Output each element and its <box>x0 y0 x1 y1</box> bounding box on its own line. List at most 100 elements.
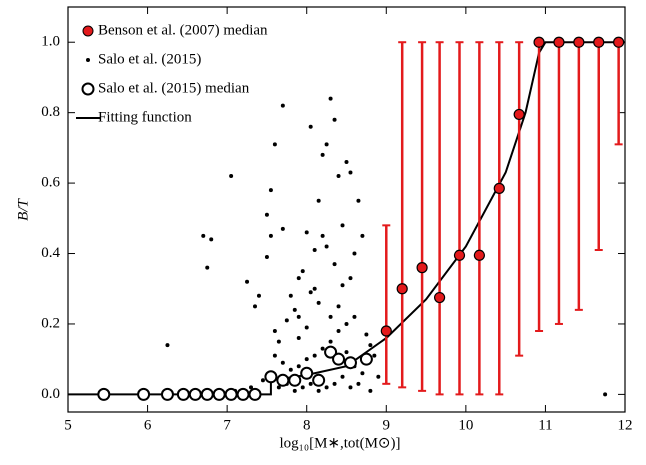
y-tick-label: 0.6 <box>41 175 60 191</box>
scatter-point <box>249 385 254 390</box>
scatter-point <box>603 392 608 397</box>
median-point <box>276 373 290 387</box>
scatter-point <box>276 339 281 344</box>
scatter-point <box>268 188 273 193</box>
x-tick-label: 10 <box>458 417 473 433</box>
median-point <box>236 387 250 401</box>
scatter-point <box>320 152 325 157</box>
scatter-point <box>256 293 261 298</box>
median-point <box>160 387 174 401</box>
scatter-point <box>340 223 345 228</box>
median-point <box>200 387 214 401</box>
median-point <box>332 352 346 366</box>
scatter-point <box>312 248 317 252</box>
median-point <box>343 356 357 370</box>
scatter-point <box>356 198 361 203</box>
scatter-point <box>364 332 369 337</box>
scatter-point <box>332 117 337 122</box>
y-tick-label: 0.4 <box>41 245 60 261</box>
median-point <box>224 387 238 401</box>
scatter-point <box>344 321 349 326</box>
scatter-point <box>272 142 277 147</box>
scatter-point <box>284 318 289 323</box>
scatter-point <box>245 279 250 284</box>
median-point <box>553 36 565 48</box>
scatter-point <box>276 385 281 390</box>
scatter-point <box>360 233 365 238</box>
median-point <box>264 370 278 384</box>
scatter-point <box>328 96 333 101</box>
median-point <box>380 325 392 337</box>
median-point <box>137 387 151 401</box>
x-tick-label: 6 <box>144 417 152 433</box>
scatter-point <box>209 237 214 242</box>
x-tick-label: 9 <box>383 417 391 433</box>
scatter-point <box>280 226 285 231</box>
y-tick-label: 0.8 <box>41 104 60 120</box>
scatter-point <box>308 290 313 295</box>
median-point <box>300 366 314 380</box>
x-axis-label: log₁₀[M∗,tot(M⊙)] <box>279 435 400 451</box>
scatter-point <box>336 174 341 179</box>
scatter-point <box>332 262 337 267</box>
scatter-point <box>272 329 277 333</box>
legend-marker <box>81 82 95 96</box>
scatter-point <box>260 378 265 383</box>
scatter-point <box>304 230 309 235</box>
scatter-point <box>304 357 309 362</box>
scatter-point <box>344 350 349 355</box>
scatter-point <box>316 388 321 393</box>
scatter-point <box>324 244 329 249</box>
median-point <box>533 36 545 48</box>
y-tick-label: 1.0 <box>41 34 60 50</box>
median-point <box>324 345 338 359</box>
legend-marker <box>82 25 94 37</box>
scatter-point <box>288 293 293 298</box>
median-point <box>248 387 262 401</box>
median-point <box>613 36 625 48</box>
scatter-point <box>312 286 317 291</box>
median-point <box>176 387 190 401</box>
scatter-point <box>344 159 349 164</box>
scatter-point <box>328 339 333 344</box>
legend-label: Salo et al. (2015) <box>98 51 201 67</box>
x-tick-label: 5 <box>64 417 72 433</box>
scatter-point <box>280 360 285 365</box>
scatter-point <box>368 388 373 393</box>
scatter-point <box>348 276 353 281</box>
scatter-point <box>288 367 293 372</box>
scatter-point <box>264 212 269 217</box>
legend-label: Benson et al. (2007) median <box>98 22 268 38</box>
scatter-point <box>324 385 329 390</box>
median-point <box>453 249 466 261</box>
scatter-point <box>336 304 341 309</box>
scatter-point <box>252 304 257 309</box>
scatter-point <box>348 170 353 175</box>
scatter-point <box>368 343 373 348</box>
scatter-point <box>340 374 345 379</box>
scatter-point <box>352 314 357 319</box>
median-point <box>288 373 302 387</box>
scatter-point <box>324 142 329 147</box>
scatter-point <box>332 381 337 386</box>
scatter-point <box>348 385 353 390</box>
scatter-point <box>308 381 313 386</box>
scatter-point <box>201 233 206 238</box>
scatter-point <box>264 255 269 260</box>
scatter-point <box>360 371 365 376</box>
scatter-point <box>320 233 325 238</box>
median-point <box>513 108 525 121</box>
x-tick-label: 12 <box>618 417 633 433</box>
scatter-point <box>320 346 325 351</box>
scatter-point <box>300 269 305 274</box>
median-point <box>416 262 428 274</box>
legend-label: Fitting function <box>98 109 192 125</box>
median-point <box>312 373 326 387</box>
median-point <box>396 283 408 295</box>
scatter-point <box>316 198 321 203</box>
scatter-point <box>340 283 345 288</box>
scatter-point <box>280 103 285 108</box>
median-point <box>433 291 446 304</box>
scatter-point <box>352 251 357 256</box>
legend-label: Salo et al. (2015) median <box>98 80 250 96</box>
